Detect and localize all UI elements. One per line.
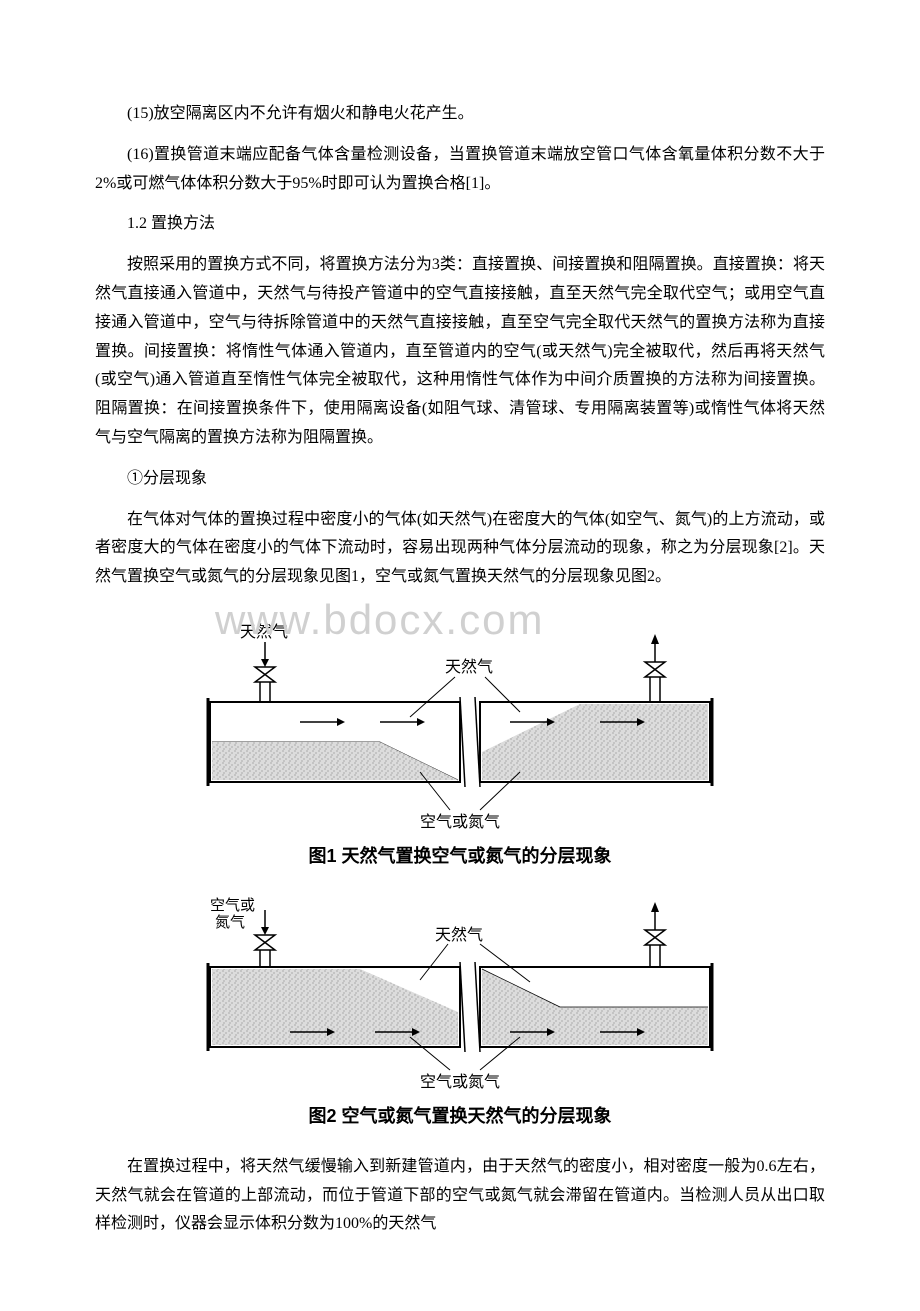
- section-1-2-title: 1.2 置换方法: [95, 210, 825, 239]
- figure-1-diagram: 天然气: [180, 612, 740, 832]
- figure-1-caption: 图1 天然气置换空气或氮气的分层现象: [95, 840, 825, 872]
- fig2-top-label: 天然气: [435, 926, 483, 944]
- subsection-1: ①分层现象: [95, 465, 825, 494]
- fig1-inlet-label: 天然气: [240, 623, 288, 641]
- paragraph-methods: 按照采用的置换方式不同，将置换方法分为3类：直接置换、间接置换和阻隔置换。直接置…: [95, 251, 825, 453]
- fig2-inlet-label-2: 氮气: [215, 914, 245, 931]
- fig1-top-label: 天然气: [445, 658, 493, 676]
- paragraph-process: 在置换过程中，将天然气缓慢输入到新建管道内，由于天然气的密度小，相对密度一般为0…: [95, 1153, 825, 1239]
- paragraph-15: (15)放空隔离区内不允许有烟火和静电火花产生。: [95, 100, 825, 129]
- figure-2-diagram: 空气或 氮气: [180, 892, 740, 1092]
- fig2-inlet-label-1: 空气或: [210, 897, 255, 914]
- fig2-bottom-label: 空气或氮气: [420, 1073, 500, 1091]
- paragraph-layering: 在气体对气体的置换过程中密度小的气体(如天然气)在密度大的气体(如空气、氮气)的…: [95, 506, 825, 592]
- fig1-bottom-label: 空气或氮气: [420, 813, 500, 831]
- figure-2-caption: 图2 空气或氮气置换天然气的分层现象: [95, 1100, 825, 1132]
- figure-1-container: www.bdocx.com 天然气: [95, 612, 825, 872]
- paragraph-16: (16)置换管道末端应配备气体含量检测设备，当置换管道末端放空管口气体含氧量体积…: [95, 141, 825, 199]
- figure-2-container: 空气或 氮气: [95, 892, 825, 1132]
